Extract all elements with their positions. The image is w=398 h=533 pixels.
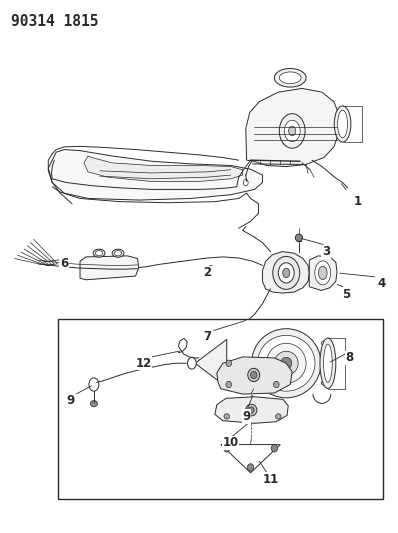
Polygon shape	[221, 445, 280, 473]
Ellipse shape	[279, 72, 301, 84]
Ellipse shape	[289, 126, 296, 136]
Text: 12: 12	[135, 357, 152, 370]
Ellipse shape	[315, 261, 331, 285]
Ellipse shape	[283, 268, 290, 278]
Ellipse shape	[321, 357, 332, 362]
Ellipse shape	[318, 266, 327, 279]
Ellipse shape	[271, 445, 277, 452]
Ellipse shape	[321, 372, 332, 377]
Text: 9: 9	[66, 394, 74, 407]
Ellipse shape	[321, 341, 332, 346]
Ellipse shape	[112, 249, 124, 257]
Ellipse shape	[321, 380, 332, 385]
Text: 3: 3	[322, 245, 330, 258]
Text: 2: 2	[203, 266, 211, 279]
Ellipse shape	[324, 344, 332, 382]
Ellipse shape	[226, 381, 232, 387]
Ellipse shape	[266, 343, 306, 383]
Ellipse shape	[273, 256, 300, 289]
Polygon shape	[217, 357, 292, 394]
Text: 10: 10	[222, 437, 239, 449]
Ellipse shape	[224, 414, 230, 419]
Ellipse shape	[338, 110, 347, 138]
Text: 1: 1	[353, 195, 362, 208]
Ellipse shape	[334, 106, 351, 142]
Text: 7: 7	[203, 330, 211, 343]
Ellipse shape	[251, 371, 257, 378]
Polygon shape	[84, 156, 243, 181]
Ellipse shape	[249, 407, 254, 413]
Ellipse shape	[115, 251, 122, 256]
Polygon shape	[262, 252, 309, 293]
Text: 11: 11	[262, 473, 279, 486]
Ellipse shape	[93, 249, 105, 257]
Ellipse shape	[274, 68, 306, 87]
Ellipse shape	[284, 120, 300, 142]
Ellipse shape	[273, 381, 279, 387]
Text: 9: 9	[242, 410, 251, 423]
Ellipse shape	[321, 365, 332, 369]
Text: 5: 5	[341, 288, 350, 301]
Bar	[58, 319, 383, 499]
Ellipse shape	[226, 360, 232, 367]
Ellipse shape	[96, 251, 103, 256]
Polygon shape	[246, 88, 339, 166]
Polygon shape	[80, 256, 139, 280]
Ellipse shape	[252, 329, 321, 398]
Ellipse shape	[321, 349, 332, 354]
Text: 90314 1815: 90314 1815	[11, 14, 98, 29]
Ellipse shape	[248, 368, 259, 382]
Ellipse shape	[295, 234, 302, 241]
Ellipse shape	[275, 414, 281, 419]
Polygon shape	[195, 340, 227, 387]
Ellipse shape	[244, 179, 248, 185]
Ellipse shape	[187, 358, 196, 369]
Text: 8: 8	[345, 351, 354, 365]
Ellipse shape	[278, 263, 294, 283]
Text: 6: 6	[60, 257, 68, 270]
Ellipse shape	[258, 335, 315, 391]
Ellipse shape	[89, 378, 99, 391]
Ellipse shape	[274, 351, 298, 375]
Ellipse shape	[248, 464, 254, 471]
Polygon shape	[215, 397, 288, 423]
Ellipse shape	[90, 400, 98, 407]
Polygon shape	[309, 256, 337, 290]
Text: 4: 4	[377, 277, 386, 290]
Ellipse shape	[224, 445, 230, 452]
Ellipse shape	[281, 358, 292, 369]
Polygon shape	[48, 150, 262, 200]
Ellipse shape	[320, 338, 336, 389]
Ellipse shape	[279, 114, 305, 148]
Ellipse shape	[246, 404, 257, 416]
